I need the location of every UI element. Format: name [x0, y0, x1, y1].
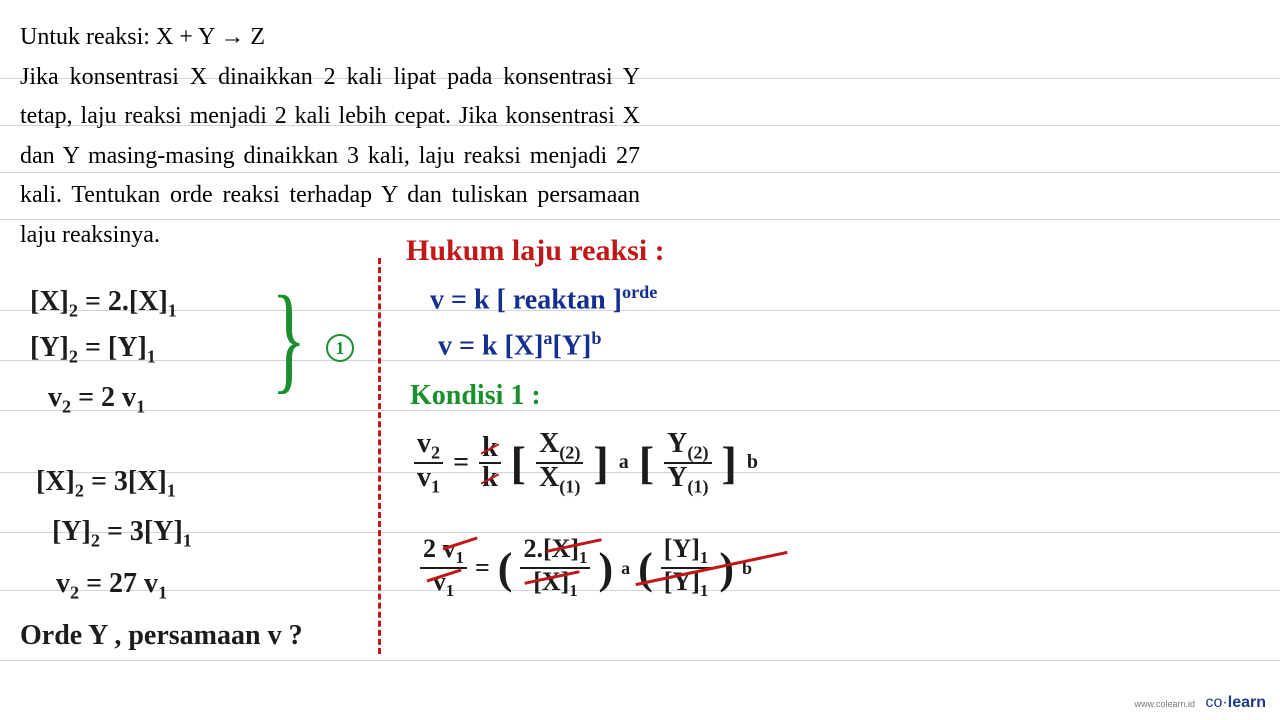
- strike-y-bracket: [636, 551, 788, 586]
- circled-one: 1: [326, 334, 354, 362]
- case2-line-y: [Y]2 = 3[Y]1: [52, 516, 192, 552]
- ratio-equation: v2 v1 = k k [ X(2) X(1) ]a [ Y(2) Y(1) ]…: [414, 430, 758, 496]
- kondisi-label: Kondisi 1 :: [410, 380, 541, 412]
- rate-law-general: v = k [ reaktan ]orde: [430, 282, 657, 316]
- case1-line-x: [X]2 = 2.[X]1: [30, 286, 177, 322]
- hukum-title: Hukum laju reaksi :: [406, 234, 665, 268]
- problem-statement: Untuk reaksi: X + Y → Z Jika konsentrasi…: [20, 18, 640, 256]
- problem-body: Jika konsentrasi X dinaikkan 2 kali lipa…: [20, 58, 640, 256]
- plugin-equation: 2 v1 v1 = ( 2.[X]1 [X]1 )a ( [Y]1 [Y]1 )…: [420, 536, 752, 600]
- orde-question: Orde Y , persamaan v ?: [20, 620, 303, 652]
- rate-law-xy: v = k [X]a[Y]b: [438, 328, 602, 362]
- case2-line-v: v2 = 27 v1: [56, 568, 167, 604]
- footer-brand: www.colearn.id co·learn: [1135, 694, 1266, 712]
- case1-line-y: [Y]2 = [Y]1: [30, 332, 156, 368]
- green-brace: }: [272, 278, 307, 398]
- vertical-divider: [378, 258, 381, 654]
- case1-line-v: v2 = 2 v1: [48, 382, 145, 418]
- case2-line-x: [X]2 = 3[X]1: [36, 466, 176, 502]
- problem-line1: Untuk reaksi: X + Y → Z: [20, 18, 640, 58]
